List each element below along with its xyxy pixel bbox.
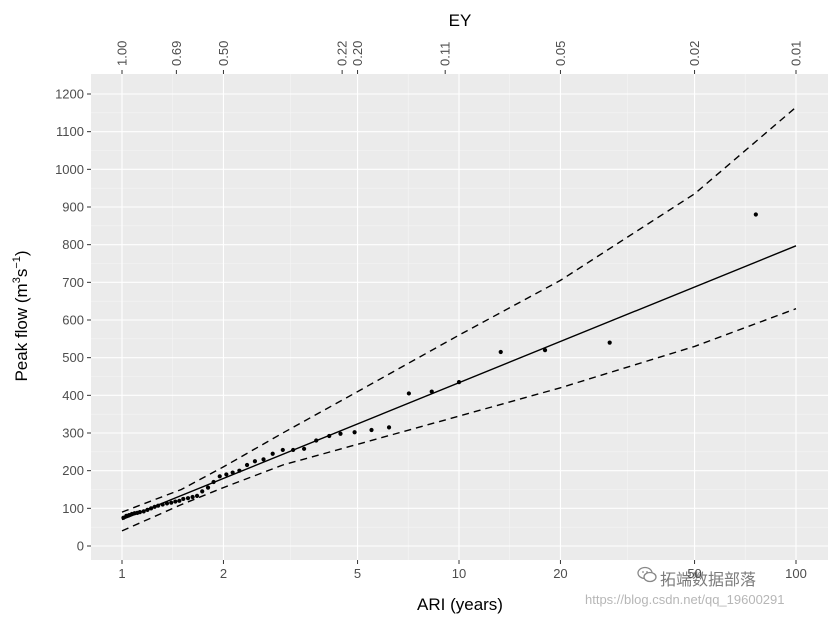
confidence-bounds xyxy=(121,106,797,532)
top-tick-label: 0.05 xyxy=(553,41,568,66)
data-point xyxy=(314,438,319,443)
top-tick-label: 0.11 xyxy=(438,42,453,66)
top-axis-title: EY xyxy=(449,11,472,30)
data-point xyxy=(280,447,285,453)
data-point xyxy=(498,349,503,355)
data-point xyxy=(185,496,191,501)
data-point xyxy=(137,509,142,515)
data-point xyxy=(270,451,275,456)
data-point xyxy=(252,459,258,464)
data-point xyxy=(149,506,154,511)
y-axis-title-sup1: 3 xyxy=(11,277,23,283)
top-tick-label: 0.22 xyxy=(335,41,350,66)
data-point xyxy=(542,348,548,353)
data-points xyxy=(121,212,758,520)
data-point xyxy=(200,489,205,494)
data-point xyxy=(156,503,161,508)
x-axis-ticks: 1 2 5 10 20 50 100 xyxy=(118,560,807,581)
data-point xyxy=(230,470,235,475)
data-point xyxy=(164,501,170,506)
x-tick-label: 50 xyxy=(687,566,701,581)
wechat-icon xyxy=(637,566,657,583)
data-point xyxy=(338,431,343,436)
data-point xyxy=(327,433,332,439)
data-point xyxy=(369,427,374,433)
data-point xyxy=(291,447,296,453)
x-tick-label: 100 xyxy=(785,566,807,581)
x-tick-label: 20 xyxy=(553,566,567,581)
data-point xyxy=(406,391,411,396)
top-tick-label: 0.50 xyxy=(216,41,231,66)
data-point xyxy=(173,499,178,504)
y-tick-label: 600 xyxy=(62,313,84,328)
y-axis-title-main: Peak flow (m xyxy=(12,283,31,381)
watermark-url: https://blog.csdn.net/qq_19600291 xyxy=(585,592,785,607)
data-point xyxy=(190,494,195,500)
y-axis-title-sup2: −1 xyxy=(11,256,23,269)
y-tick-label: 700 xyxy=(62,275,84,290)
y-tick-label: 1100 xyxy=(56,124,84,139)
data-point xyxy=(753,212,758,217)
lower-bound xyxy=(121,308,797,532)
y-tick-label: 900 xyxy=(62,200,84,215)
data-point xyxy=(169,500,174,505)
top-tick-label: 1.00 xyxy=(115,41,130,66)
y-tick-label: 0 xyxy=(77,539,84,554)
x-tick-label: 2 xyxy=(220,566,227,581)
data-point xyxy=(352,430,357,435)
data-point xyxy=(224,472,229,477)
data-point xyxy=(237,468,242,473)
data-point xyxy=(607,340,612,345)
data-point xyxy=(141,509,146,514)
data-point xyxy=(160,502,165,507)
data-point xyxy=(429,389,434,394)
data-point xyxy=(145,507,150,512)
y-axis-ticks: 0 100 200 300 400 500 600 700 800 900 1000 1100 1200 xyxy=(55,87,91,554)
top-tick-label: 0.69 xyxy=(169,41,184,66)
upper-bound xyxy=(121,106,797,513)
y-tick-label: 400 xyxy=(62,388,84,403)
y-tick-label: 300 xyxy=(62,426,84,441)
y-axis-title: Peak flow (m3s−1) xyxy=(11,250,31,381)
data-point xyxy=(205,485,211,490)
y-tick-label: 100 xyxy=(62,501,84,516)
data-point xyxy=(386,425,392,430)
y-tick-label: 1200 xyxy=(55,87,84,102)
data-point xyxy=(177,498,182,503)
x-tick-label: 1 xyxy=(118,566,125,581)
x-axis-title: ARI (years) xyxy=(417,595,503,614)
top-axis-ticks: 1.00 0.69 0.50 0.22 0.20 0.11 0.05 0.02 0.01 xyxy=(115,41,804,74)
x-tick-label: 10 xyxy=(452,566,466,581)
x-tick-label: 5 xyxy=(354,566,361,581)
data-point xyxy=(217,474,222,479)
data-point xyxy=(211,479,216,485)
y-tick-label: 800 xyxy=(62,237,84,252)
y-axis-title-mid: s xyxy=(12,269,31,278)
top-tick-label: 0.02 xyxy=(687,41,702,66)
data-point xyxy=(456,380,462,385)
data-point xyxy=(152,504,157,509)
top-tick-label: 0.01 xyxy=(789,41,804,66)
y-tick-label: 1000 xyxy=(55,162,84,177)
data-point xyxy=(261,457,266,462)
data-point xyxy=(181,496,186,502)
data-point xyxy=(301,446,307,451)
watermark-brand: 拓端数据部落 xyxy=(660,572,757,589)
y-axis-title-end: ) xyxy=(12,250,31,256)
y-tick-label: 200 xyxy=(62,463,84,478)
data-point xyxy=(194,493,200,499)
data-point xyxy=(244,462,250,468)
top-tick-label: 0.20 xyxy=(350,41,365,66)
y-tick-label: 500 xyxy=(62,350,84,365)
